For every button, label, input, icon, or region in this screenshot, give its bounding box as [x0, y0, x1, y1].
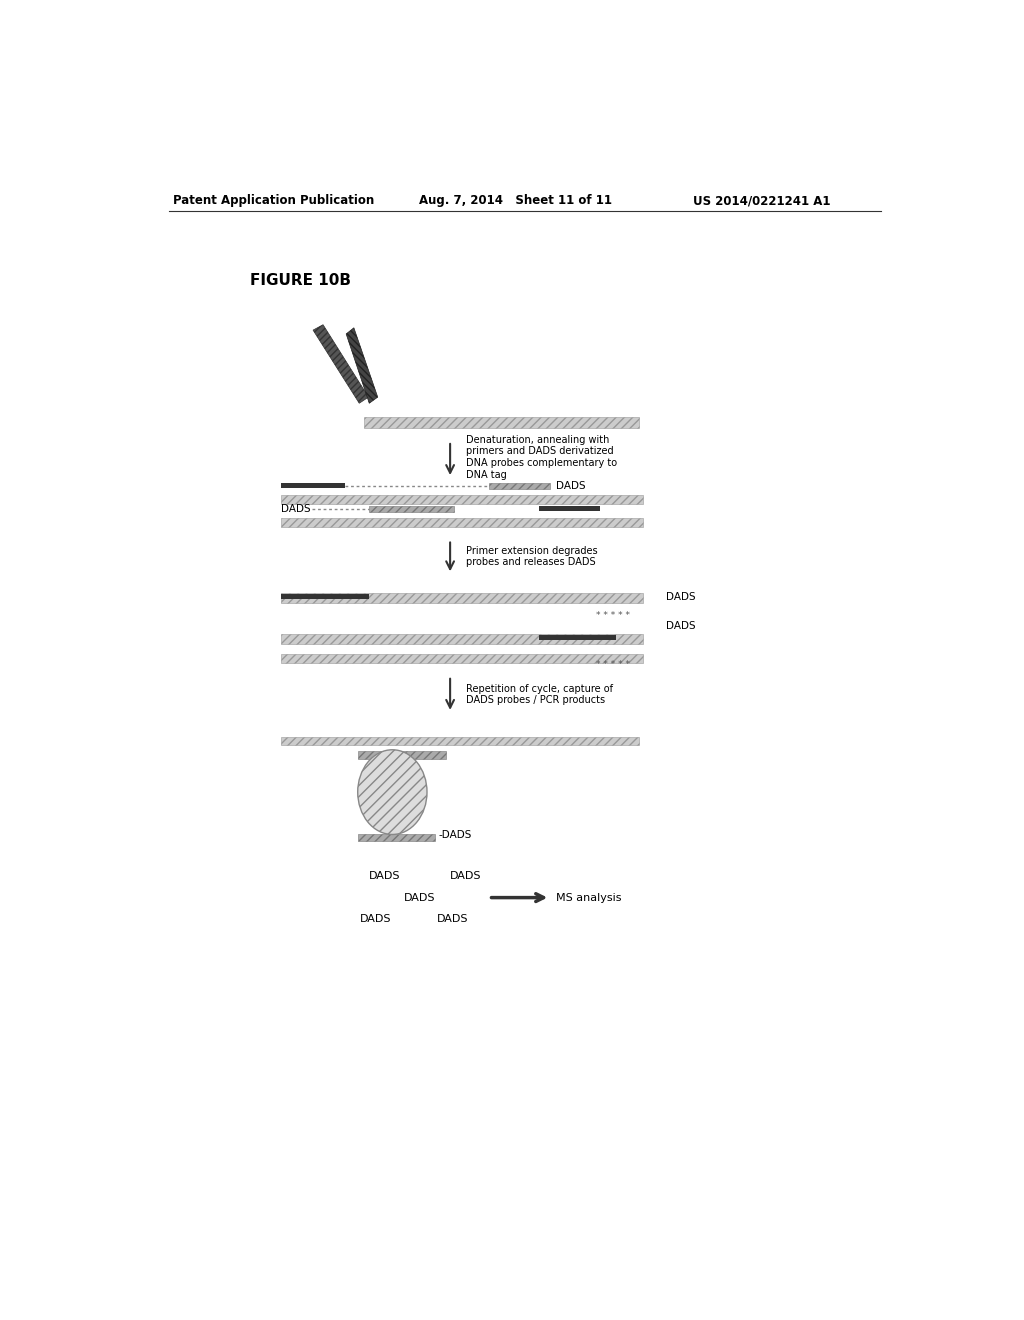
- Polygon shape: [346, 327, 378, 404]
- Text: MS analysis: MS analysis: [556, 892, 622, 903]
- Bar: [281, 594, 370, 599]
- Text: * * * * *: * * * * *: [596, 611, 631, 619]
- Bar: [281, 483, 345, 488]
- Bar: [364, 417, 639, 428]
- Text: FIGURE 10B: FIGURE 10B: [250, 272, 351, 288]
- Bar: [357, 751, 446, 759]
- Text: DADS: DADS: [370, 871, 400, 880]
- Text: Aug. 7, 2014   Sheet 11 of 11: Aug. 7, 2014 Sheet 11 of 11: [419, 194, 612, 207]
- Bar: [370, 506, 454, 512]
- Bar: [357, 834, 435, 841]
- Text: Primer extension degrades
probes and releases DADS: Primer extension degrades probes and rel…: [466, 545, 597, 568]
- Text: Repetition of cycle, capture of
DADS probes / PCR products: Repetition of cycle, capture of DADS pro…: [466, 684, 612, 705]
- Polygon shape: [313, 325, 369, 404]
- Bar: [488, 483, 550, 488]
- Bar: [539, 506, 600, 511]
- Bar: [281, 495, 643, 504]
- Text: DADS: DADS: [281, 504, 310, 513]
- Text: DADS: DADS: [360, 915, 391, 924]
- Text: DADS: DADS: [451, 871, 481, 880]
- Text: DADS: DADS: [556, 480, 586, 491]
- Text: Patent Application Publication: Patent Application Publication: [173, 194, 374, 207]
- Text: DADS: DADS: [666, 591, 695, 602]
- Text: Denaturation, annealing with
primers and DADS derivatized
DNA probes complementa: Denaturation, annealing with primers and…: [466, 434, 616, 479]
- Bar: [281, 635, 643, 644]
- Text: -DADS: -DADS: [438, 830, 472, 841]
- Bar: [281, 517, 643, 527]
- Text: US 2014/0221241 A1: US 2014/0221241 A1: [692, 194, 830, 207]
- Bar: [539, 635, 615, 640]
- Text: DADS: DADS: [437, 915, 469, 924]
- Bar: [281, 653, 643, 663]
- Text: DADS: DADS: [666, 620, 695, 631]
- Bar: [281, 594, 643, 603]
- Text: * * * * *: * * * * *: [596, 660, 631, 669]
- Text: DADS: DADS: [403, 892, 435, 903]
- Ellipse shape: [357, 750, 427, 834]
- Bar: [281, 738, 639, 744]
